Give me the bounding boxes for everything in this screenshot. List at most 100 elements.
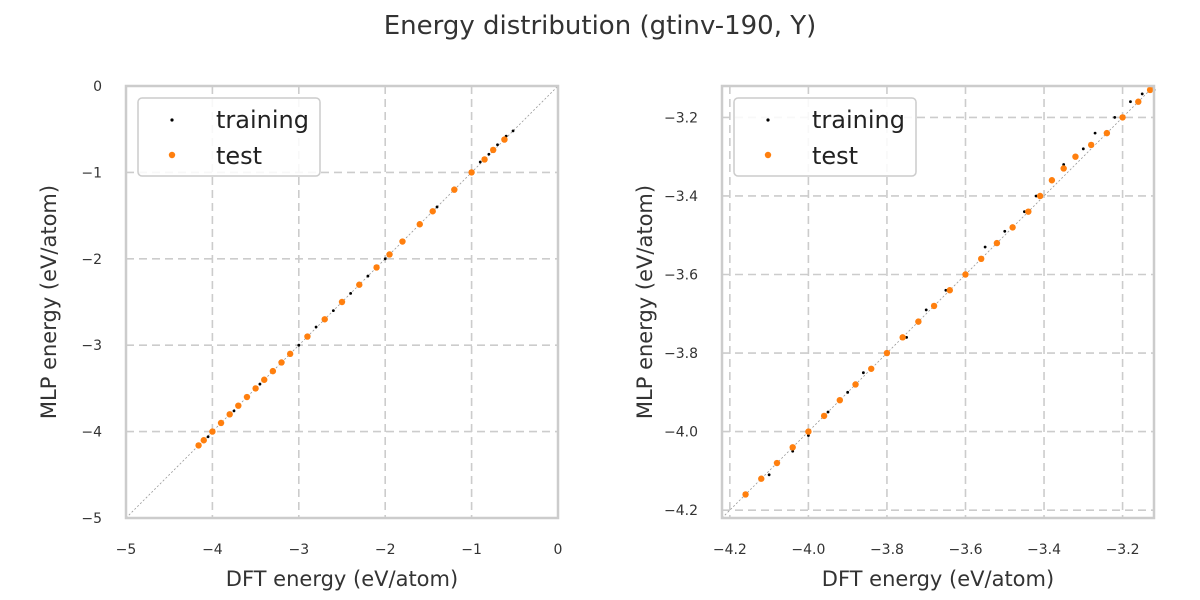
test-point (269, 367, 277, 375)
test-point (429, 208, 436, 215)
x-tick-label: −1 (461, 542, 482, 558)
training-point (331, 309, 335, 313)
left-legend: training test (137, 97, 321, 177)
test-point (235, 402, 242, 409)
test-point (261, 376, 268, 383)
y-tick-label: −4 (81, 425, 102, 441)
test-point (742, 491, 749, 498)
training-point (435, 205, 439, 209)
test-point (930, 302, 938, 310)
test-point (1103, 129, 1111, 137)
test-point (1119, 114, 1126, 121)
x-tick-label: −3.8 (870, 542, 904, 558)
test-point (1009, 224, 1016, 231)
right-plot-frame (720, 84, 1156, 520)
training-point (983, 245, 987, 249)
training-point (1129, 100, 1132, 104)
test-point (278, 359, 285, 366)
y-tick-label: −1 (81, 165, 102, 181)
right-legend-training-marker (766, 118, 770, 122)
training-point (1003, 229, 1007, 233)
test-point (836, 396, 844, 404)
training-point (366, 274, 370, 278)
test-point (321, 316, 328, 323)
left-plot-frame (124, 84, 560, 520)
test-point (501, 136, 508, 143)
training-point (1140, 92, 1144, 96)
training-point (1093, 131, 1097, 135)
test-point (899, 334, 906, 341)
training-point (314, 325, 318, 329)
test-point (468, 169, 475, 176)
right-y-axis-label: MLP energy (eV/atom) (633, 185, 657, 419)
left-y-tick-labels: −5 −4 −3 −2 −1 0 (81, 79, 102, 527)
test-point (386, 251, 393, 258)
test-point (399, 238, 406, 245)
training-point (349, 291, 353, 295)
x-tick-label: −4.2 (713, 542, 747, 558)
test-point (338, 298, 346, 306)
test-point (1036, 192, 1044, 200)
x-tick-label: −4 (202, 542, 223, 558)
test-point (946, 287, 953, 294)
test-point (993, 239, 1001, 247)
right-legend: training test (733, 97, 917, 177)
training-point (1113, 116, 1117, 119)
y-tick-label: −3 (81, 338, 102, 354)
test-point (1087, 141, 1095, 149)
training-point (846, 390, 850, 394)
x-tick-label: −3.4 (1027, 542, 1061, 558)
left-y-axis-label: MLP energy (eV/atom) (37, 185, 61, 419)
left-legend-test-marker (168, 151, 176, 159)
right-legend-box (733, 97, 917, 177)
test-point (217, 419, 225, 427)
test-point (1048, 177, 1056, 184)
y-tick-label: −3.8 (664, 346, 698, 362)
test-point (868, 365, 875, 372)
right-legend-test-marker (764, 151, 772, 159)
x-tick-label: −5 (116, 542, 137, 558)
left-legend-training-label: training (216, 106, 309, 134)
x-tick-label: 0 (554, 542, 563, 558)
test-point (1146, 86, 1154, 94)
test-point (451, 186, 458, 193)
left-legend-training-marker (170, 118, 174, 122)
right-legend-training-label: training (812, 106, 905, 134)
test-point (286, 350, 294, 358)
left-data-points (195, 129, 515, 449)
training-point (944, 288, 948, 292)
training-point (297, 343, 301, 347)
test-point (883, 349, 891, 357)
test-point (852, 381, 859, 388)
right-x-axis-label: DFT energy (eV/atom) (822, 567, 1054, 591)
right-x-tick-labels: −4.2 −4.0 −3.8 −3.6 −3.4 −3.2 (713, 542, 1140, 558)
test-point (1135, 98, 1142, 105)
test-point (773, 459, 781, 467)
training-point (1034, 194, 1038, 198)
right-y-tick-labels: −4.2 −4.0 −3.8 −3.6 −3.4 −3.2 (664, 110, 698, 519)
training-point (861, 371, 865, 375)
training-point (487, 152, 491, 156)
test-point (481, 156, 488, 163)
test-point (243, 393, 251, 401)
x-tick-label: −3.6 (948, 542, 982, 558)
test-point (209, 428, 216, 435)
test-point (304, 333, 311, 340)
training-point (232, 409, 236, 413)
right-data-points (742, 86, 1156, 498)
test-point (200, 437, 207, 444)
test-point (758, 475, 765, 482)
left-legend-test-label: test (216, 142, 262, 170)
x-tick-label: −2 (375, 542, 396, 558)
y-tick-label: −4.2 (664, 503, 698, 519)
left-legend-box (137, 97, 321, 177)
x-tick-label: −3.2 (1106, 542, 1140, 558)
test-point (356, 281, 363, 288)
left-subplot: −5 −4 −3 −2 −1 0 −5 −4 −3 −2 −1 0 DFT energy (eV/a… (37, 79, 562, 591)
x-tick-label: −4.0 (791, 542, 825, 558)
test-point (789, 444, 796, 451)
y-tick-label: −3.4 (664, 189, 698, 205)
test-point (195, 442, 202, 449)
training-point (807, 434, 810, 437)
